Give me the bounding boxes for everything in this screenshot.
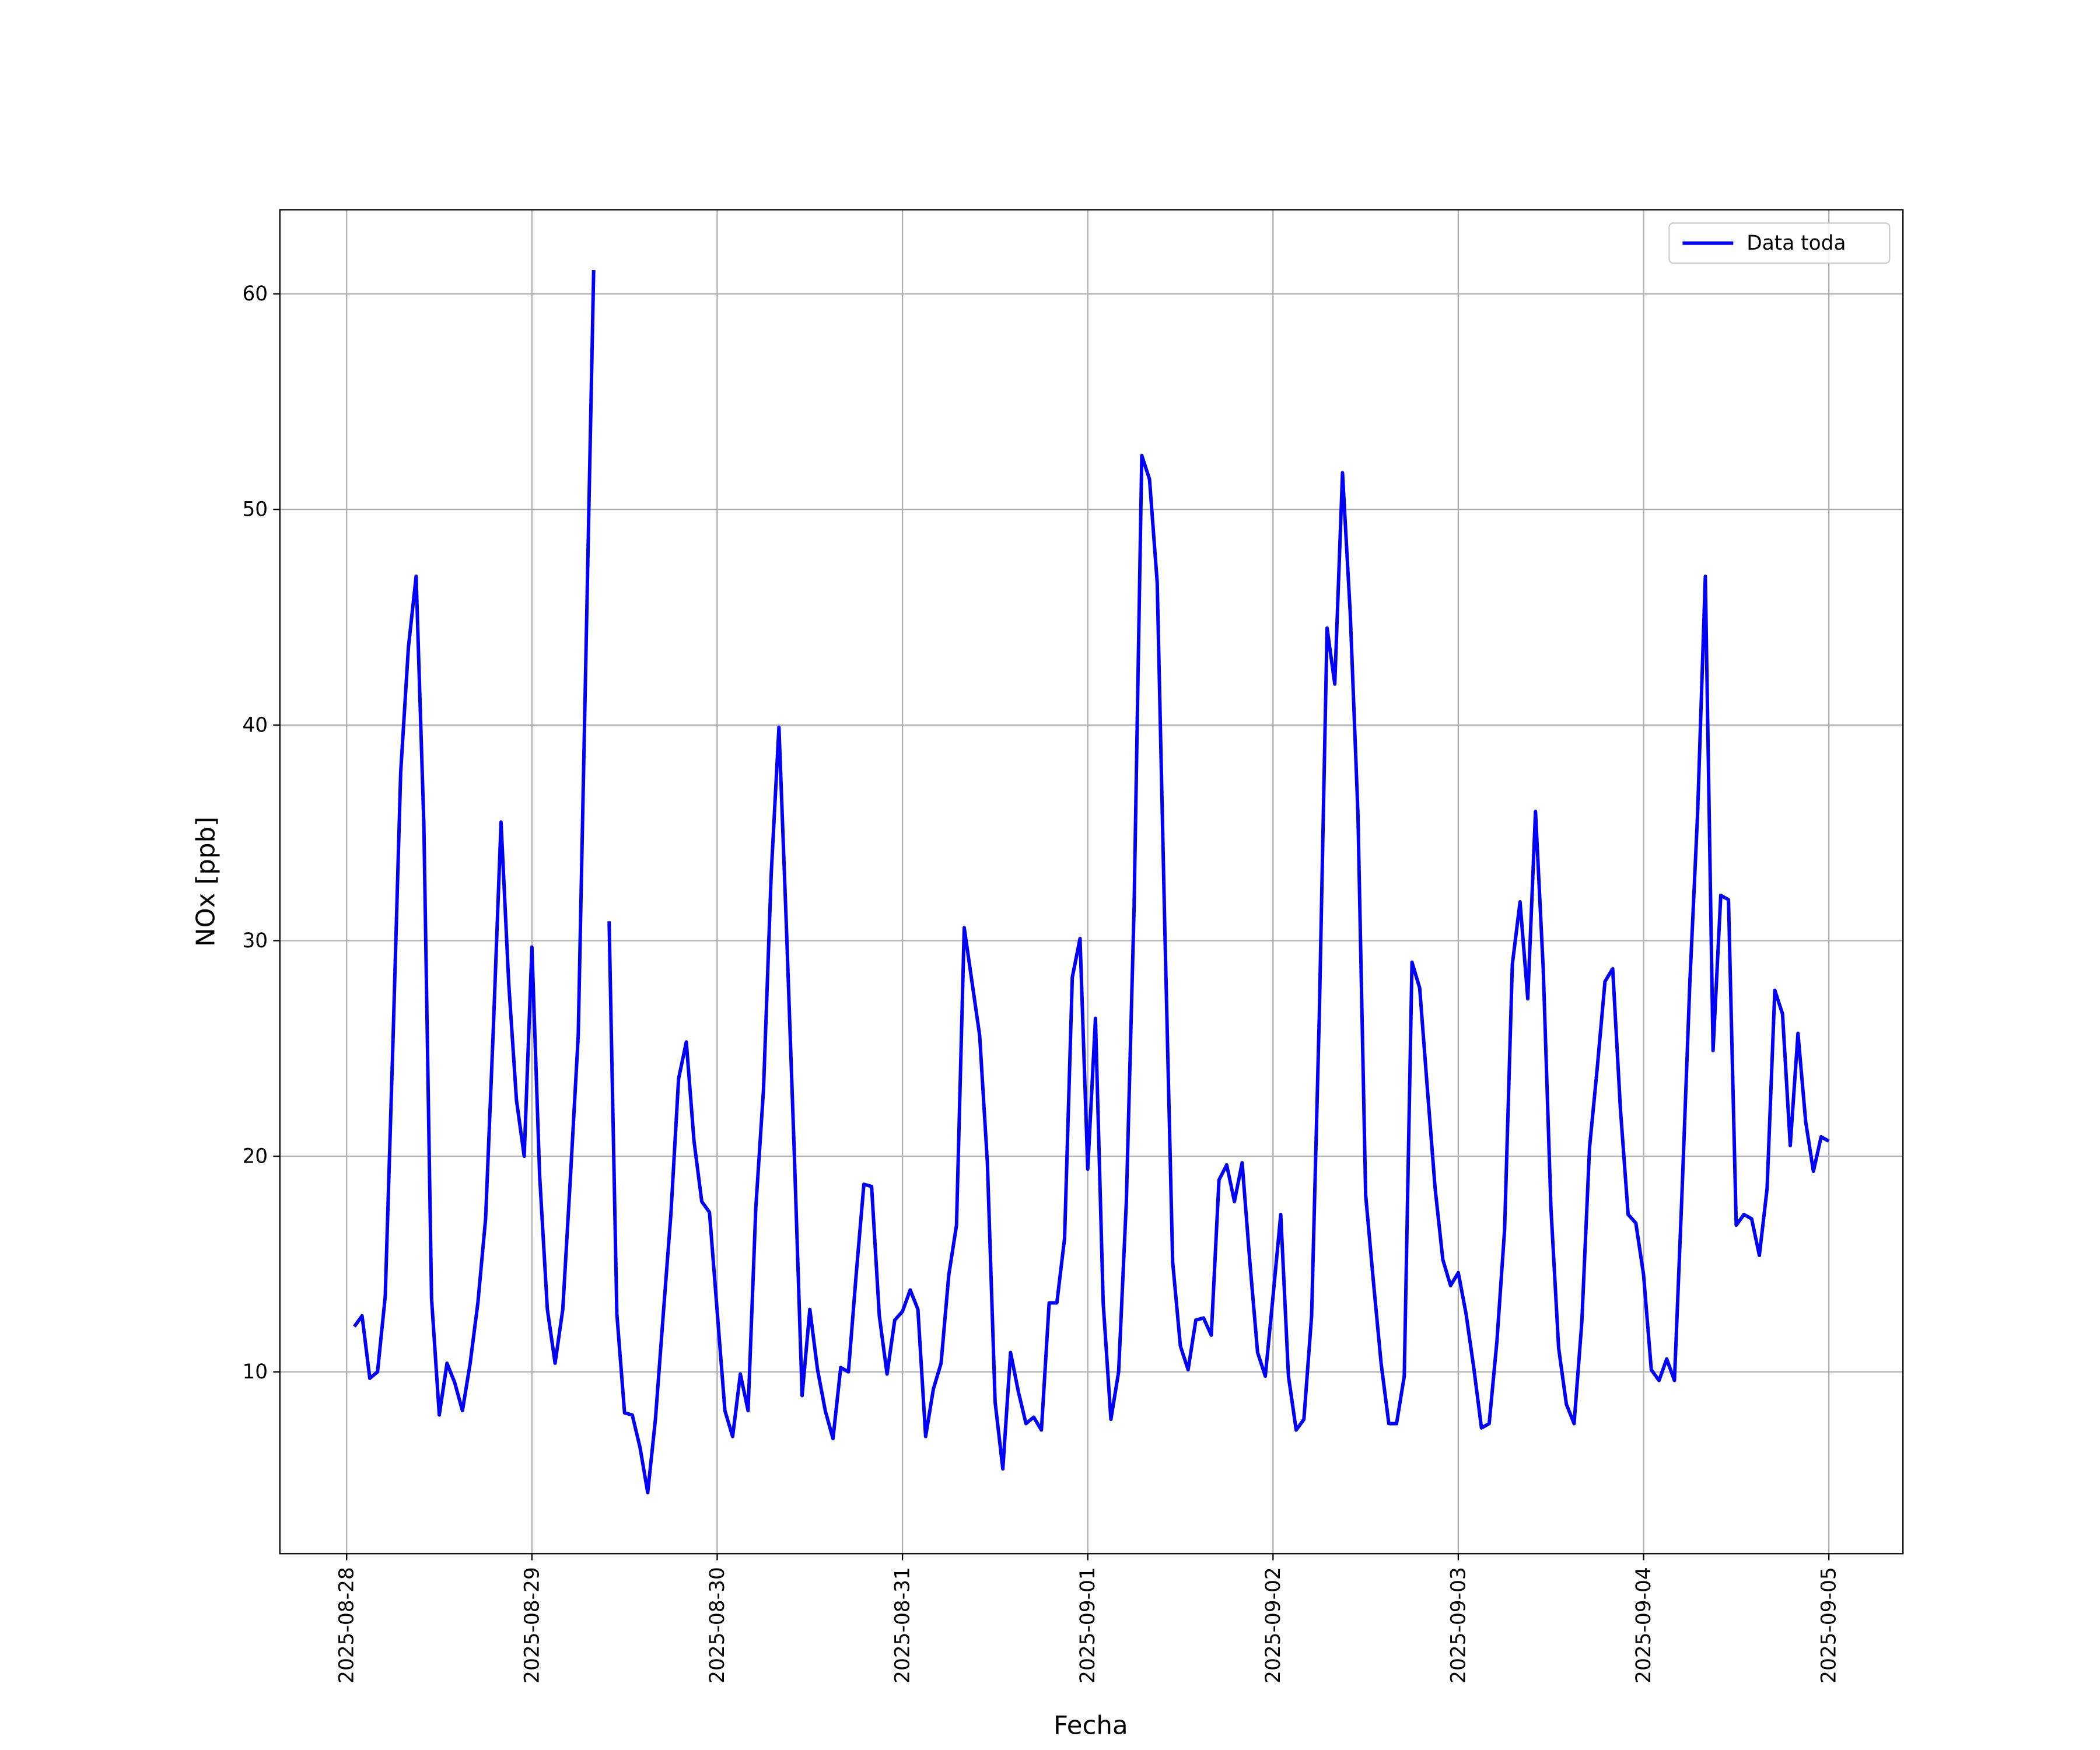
y-axis-label: NOx [ppb]: [192, 817, 221, 947]
legend-box: [1668, 222, 1891, 264]
y-tick-label: 50: [242, 498, 268, 522]
x-tick-label: 2025-09-01: [1076, 1567, 1100, 1684]
data-line: [353, 270, 1830, 1494]
legend: Data toda: [1668, 222, 1891, 264]
x-tick-label: 2025-09-05: [1818, 1567, 1841, 1684]
y-tick-label: 30: [242, 929, 268, 953]
axes-frame: [279, 209, 1904, 1555]
x-tick-label: 2025-08-29: [520, 1567, 544, 1684]
x-tick-label: 2025-08-31: [891, 1567, 915, 1684]
x-tick-label: 2025-08-30: [706, 1567, 729, 1684]
x-tick-label: 2025-09-02: [1262, 1567, 1285, 1684]
y-tick-label: 10: [242, 1360, 268, 1384]
x-tick-label: 2025-09-03: [1447, 1567, 1470, 1684]
x-tick-label: 2025-08-28: [335, 1567, 359, 1684]
grid: [279, 209, 1903, 1554]
x-axis-label: Fecha: [1054, 1712, 1128, 1741]
background: [18, 0, 2082, 1750]
y-tick-label: 20: [242, 1145, 268, 1168]
y-tick-label: 60: [242, 282, 268, 306]
ticks: 10 20 30 40 50 60 2025-08-28 2025-08-29 2025-08-…: [242, 282, 1840, 1684]
legend-label: Data toda: [1746, 232, 1846, 255]
plot-area: [353, 270, 1830, 1494]
y-tick-label: 40: [242, 713, 268, 737]
x-tick-label: 2025-09-04: [1632, 1567, 1656, 1684]
